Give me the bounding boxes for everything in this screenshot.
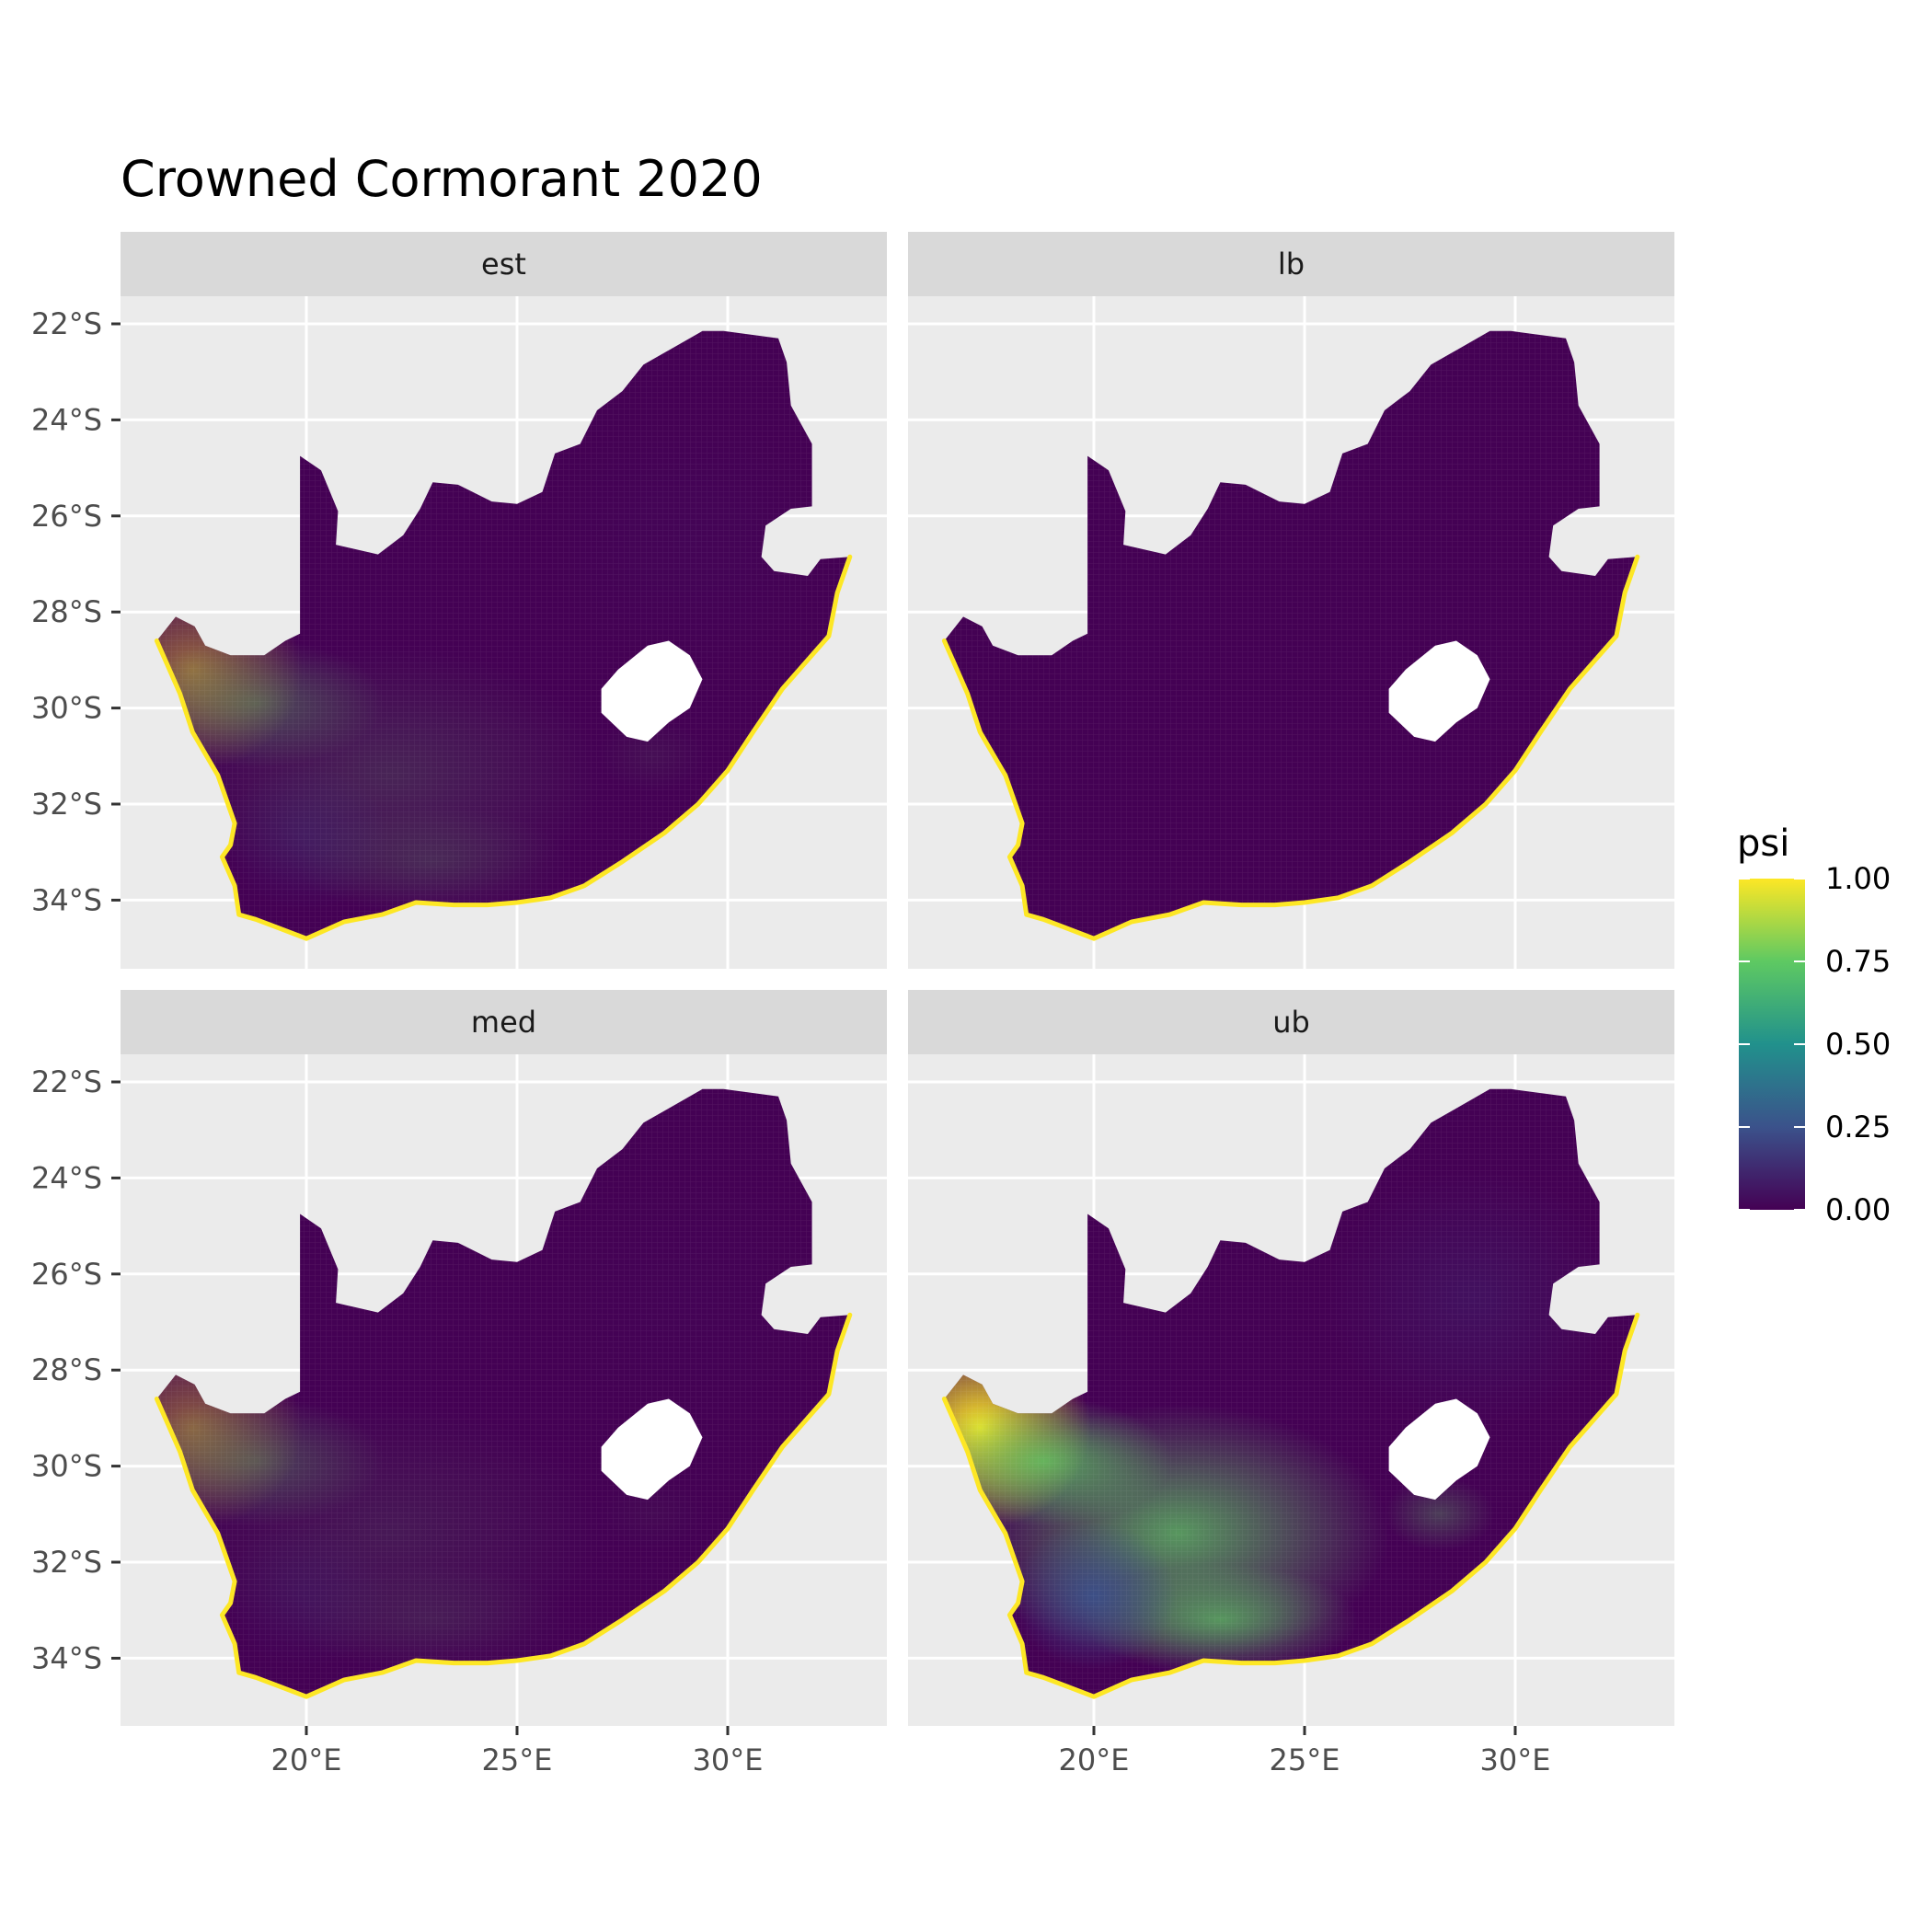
x-tick-label: 20°E — [271, 1742, 342, 1777]
cell-texture — [944, 1088, 1638, 1697]
y-tick-label: 28°S — [31, 594, 102, 629]
x-tick-label: 25°E — [1270, 1742, 1340, 1777]
facet-strip-label: lb — [1278, 247, 1305, 282]
legend-label: 1.00 — [1825, 861, 1891, 896]
facet-strip — [121, 990, 887, 1054]
cell-texture — [156, 1088, 850, 1697]
legend-label: 0.50 — [1825, 1027, 1891, 1062]
y-tick-label: 24°S — [31, 1160, 102, 1195]
y-tick-label: 22°S — [31, 1064, 102, 1099]
y-tick-label: 26°S — [31, 1257, 102, 1292]
facet-strip-label: ub — [1272, 1005, 1310, 1040]
lesotho-hole — [1388, 640, 1490, 742]
y-tick-label: 34°S — [31, 1640, 102, 1675]
y-tick-label: 24°S — [31, 402, 102, 437]
legend-title: psi — [1737, 822, 1789, 865]
x-tick-label: 25°E — [482, 1742, 553, 1777]
facet-strip — [121, 232, 887, 296]
coastal-rim — [941, 1312, 1640, 1699]
y-tick-label: 32°S — [31, 787, 102, 822]
legend-label: 0.25 — [1825, 1110, 1891, 1144]
y-tick-label: 30°S — [31, 691, 102, 726]
y-tick-label: 22°S — [31, 306, 102, 341]
legend-label: 0.75 — [1825, 944, 1891, 979]
lesotho-hole — [601, 640, 703, 742]
lesotho-hole — [1388, 1398, 1490, 1501]
y-tick-label: 26°S — [31, 499, 102, 534]
facet-panels: est 22°S 24°S 26°S 28°S 30°S 32°S 34°S lb med 22°S… — [31, 232, 1674, 1777]
y-tick-label: 32°S — [31, 1545, 102, 1580]
lesotho-hole — [601, 1398, 703, 1501]
y-tick-label: 30°S — [31, 1449, 102, 1484]
facet-panel-lb: lb — [908, 232, 1674, 969]
facet-strip-label: med — [471, 1005, 536, 1040]
cell-texture — [944, 330, 1638, 939]
x-tick-label: 30°E — [693, 1742, 764, 1777]
y-tick-label: 28°S — [31, 1352, 102, 1387]
coastal-rim — [941, 554, 1640, 941]
facet-strip — [908, 232, 1674, 296]
facet-panel-est: est 22°S 24°S 26°S 28°S 30°S 32°S 34°S — [31, 232, 887, 969]
facet-strip — [908, 990, 1674, 1054]
cell-texture — [156, 330, 850, 939]
coastal-rim — [154, 1312, 853, 1699]
y-tick-label: 34°S — [31, 882, 102, 917]
facet-strip-label: est — [481, 247, 526, 282]
legend: psi 1.00 0.75 0.50 0.25 0.00 — [1737, 822, 1891, 1227]
x-tick-label: 30°E — [1480, 1742, 1551, 1777]
x-tick-label: 20°E — [1059, 1742, 1130, 1777]
coastal-rim — [154, 554, 853, 941]
chart-title: Crowned Cormorant 2020 — [121, 150, 763, 208]
legend-label: 0.00 — [1825, 1192, 1891, 1227]
facet-panel-med: med 22°S 24°S 26°S 28°S 30°S 32°S 34°S 20°E 25°E 3… — [31, 990, 887, 1777]
facet-panel-ub: ub 20°E 25°E 30°E — [908, 990, 1674, 1777]
